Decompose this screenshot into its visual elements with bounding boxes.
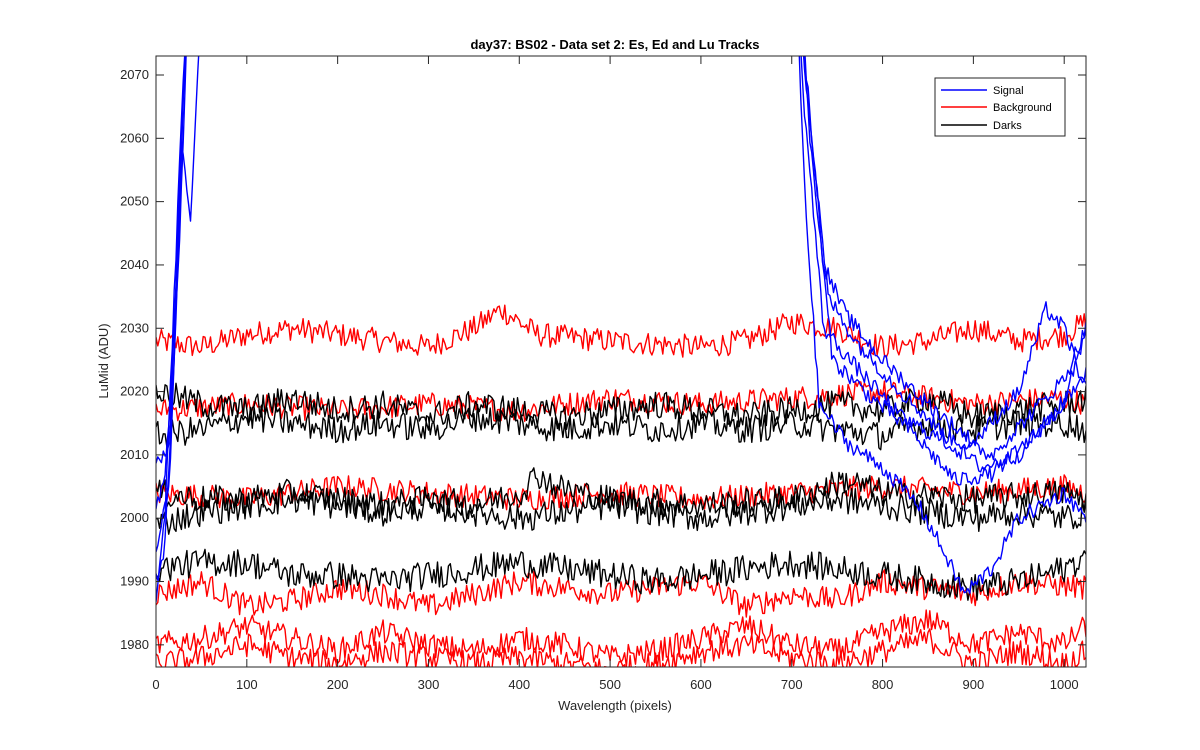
x-axis-label: Wavelength (pixels) <box>558 698 672 713</box>
y-axis-label: LuMid (ADU) <box>96 323 111 398</box>
x-tick-label: 200 <box>327 677 349 692</box>
y-tick-label: 2030 <box>120 320 149 335</box>
signal-series-line-2 <box>156 56 1086 603</box>
y-tick-label: 2070 <box>120 67 149 82</box>
axes-box <box>155 55 1087 668</box>
y-tick-label: 1980 <box>120 637 149 652</box>
chart-title: day37: BS02 - Data set 2: Es, Ed and Lu … <box>470 37 759 52</box>
signal-series-line-4 <box>156 56 1086 486</box>
x-tick-label: 900 <box>963 677 985 692</box>
x-axis-ticks: 0 100 200 300 400 500 600 700 800 900 1000 <box>152 56 1079 692</box>
series-layer <box>156 56 1086 667</box>
signal-series-line-5 <box>156 56 1086 595</box>
x-tick-label: 400 <box>508 677 530 692</box>
darks-series-line-2 <box>156 403 1086 451</box>
darks-series-line-4 <box>156 486 1086 535</box>
y-tick-label: 2020 <box>120 384 149 399</box>
legend-background-label: Background <box>993 102 1052 114</box>
background-series-line-1 <box>156 304 1086 359</box>
y-tick-label: 2050 <box>120 194 149 209</box>
x-tick-label: 700 <box>781 677 803 692</box>
x-tick-label: 500 <box>599 677 621 692</box>
y-axis-ticks: 1980 1990 2000 2010 2020 2030 2040 2050 2060 2070 <box>120 67 1086 652</box>
y-tick-label: 1990 <box>120 574 149 589</box>
background-series-line-6 <box>156 628 1086 667</box>
legend: Signal Background Darks <box>934 77 1066 137</box>
signal-series-line-1 <box>156 56 1086 581</box>
signal-series-line-3 <box>156 56 1086 553</box>
y-tick-label: 2040 <box>120 257 149 272</box>
y-tick-label: 2010 <box>120 447 149 462</box>
darks-series-line-5 <box>156 548 1086 601</box>
legend-signal-label: Signal <box>993 85 1024 97</box>
x-tick-label: 0 <box>152 677 159 692</box>
y-tick-label: 2000 <box>120 510 149 525</box>
x-tick-label: 800 <box>872 677 894 692</box>
darks-series-line-3 <box>156 467 1086 520</box>
plot-area <box>156 56 1086 667</box>
y-tick-label: 2060 <box>120 130 149 145</box>
x-tick-label: 100 <box>236 677 258 692</box>
x-tick-label: 1000 <box>1050 677 1079 692</box>
legend-darks-label: Darks <box>993 120 1022 132</box>
x-tick-label: 300 <box>418 677 440 692</box>
x-tick-label: 600 <box>690 677 712 692</box>
